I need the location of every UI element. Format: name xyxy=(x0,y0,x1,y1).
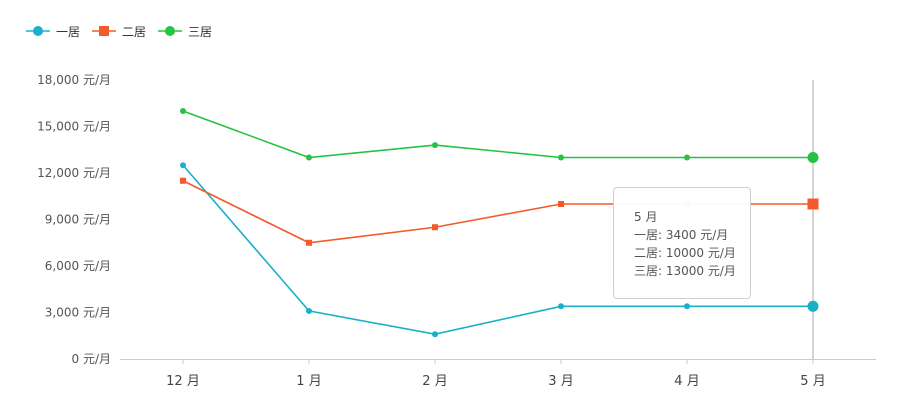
data-point[interactable] xyxy=(306,307,312,314)
y-tick-label: 9,000 元/月 xyxy=(45,213,111,227)
circle-icon xyxy=(158,26,183,36)
data-point[interactable] xyxy=(432,224,438,231)
x-tick-label: 3 月 xyxy=(548,374,573,389)
y-tick-label: 0 元/月 xyxy=(72,352,112,366)
data-point[interactable] xyxy=(684,154,690,161)
data-point[interactable] xyxy=(432,142,438,149)
data-point[interactable] xyxy=(432,331,438,338)
y-tick-label: 12,000 元/月 xyxy=(37,166,111,180)
tooltip-line-1: 一居: 3400 元/月 xyxy=(634,228,729,242)
legend-label: 一居 xyxy=(56,24,81,39)
legend-label: 二居 xyxy=(122,24,147,39)
data-point[interactable] xyxy=(180,108,186,114)
y-tick-label: 6,000 元/月 xyxy=(45,259,111,273)
tooltip-line-3: 三居: 13000 元/月 xyxy=(634,264,736,278)
data-point[interactable] xyxy=(180,177,186,184)
x-tick-label: 12 月 xyxy=(166,374,200,389)
data-point[interactable] xyxy=(807,152,819,163)
data-point[interactable] xyxy=(558,201,564,207)
series-line xyxy=(182,110,813,159)
tooltip-title: 5 月 xyxy=(634,210,658,224)
legend-label: 三居 xyxy=(188,24,213,39)
data-point[interactable] xyxy=(558,303,564,310)
data-point[interactable] xyxy=(684,303,690,310)
x-tick-label: 4 月 xyxy=(674,374,699,389)
x-tick-label: 1 月 xyxy=(296,374,321,389)
circle-icon xyxy=(26,26,50,36)
data-point[interactable] xyxy=(306,154,312,161)
chart-legend: 一居 二居 三居 xyxy=(26,22,212,40)
series-line xyxy=(182,164,813,336)
legend-item-1[interactable]: 一居 xyxy=(26,23,80,40)
series-3 xyxy=(180,108,819,163)
data-point[interactable] xyxy=(306,239,312,246)
y-tick-label: 18,000 元/月 xyxy=(37,73,111,87)
data-point[interactable] xyxy=(807,198,819,210)
data-point[interactable] xyxy=(558,154,564,161)
y-tick-label: 15,000 元/月 xyxy=(37,120,111,134)
y-tick-label: 3,000 元/月 xyxy=(45,306,111,320)
x-tick-label: 2 月 xyxy=(422,374,447,389)
series-layer xyxy=(180,108,819,338)
series-1 xyxy=(180,162,819,338)
x-tick-label: 5 月 xyxy=(800,374,825,389)
data-point[interactable] xyxy=(807,300,819,312)
data-point[interactable] xyxy=(180,162,186,169)
tooltip-line-2: 二居: 10000 元/月 xyxy=(634,246,736,260)
chart-axes: 0 元/月 3,000 元/月 6,000 元/月 9,000 元/月 12,000 元… xyxy=(37,73,876,389)
square-icon xyxy=(92,26,117,36)
legend-item-3[interactable]: 三居 xyxy=(158,23,212,40)
chart-tooltip: 5 月 一居: 3400 元/月 二居: 10000 元/月 三居: 13000… xyxy=(613,187,751,299)
legend-item-2[interactable]: 二居 xyxy=(92,23,146,40)
